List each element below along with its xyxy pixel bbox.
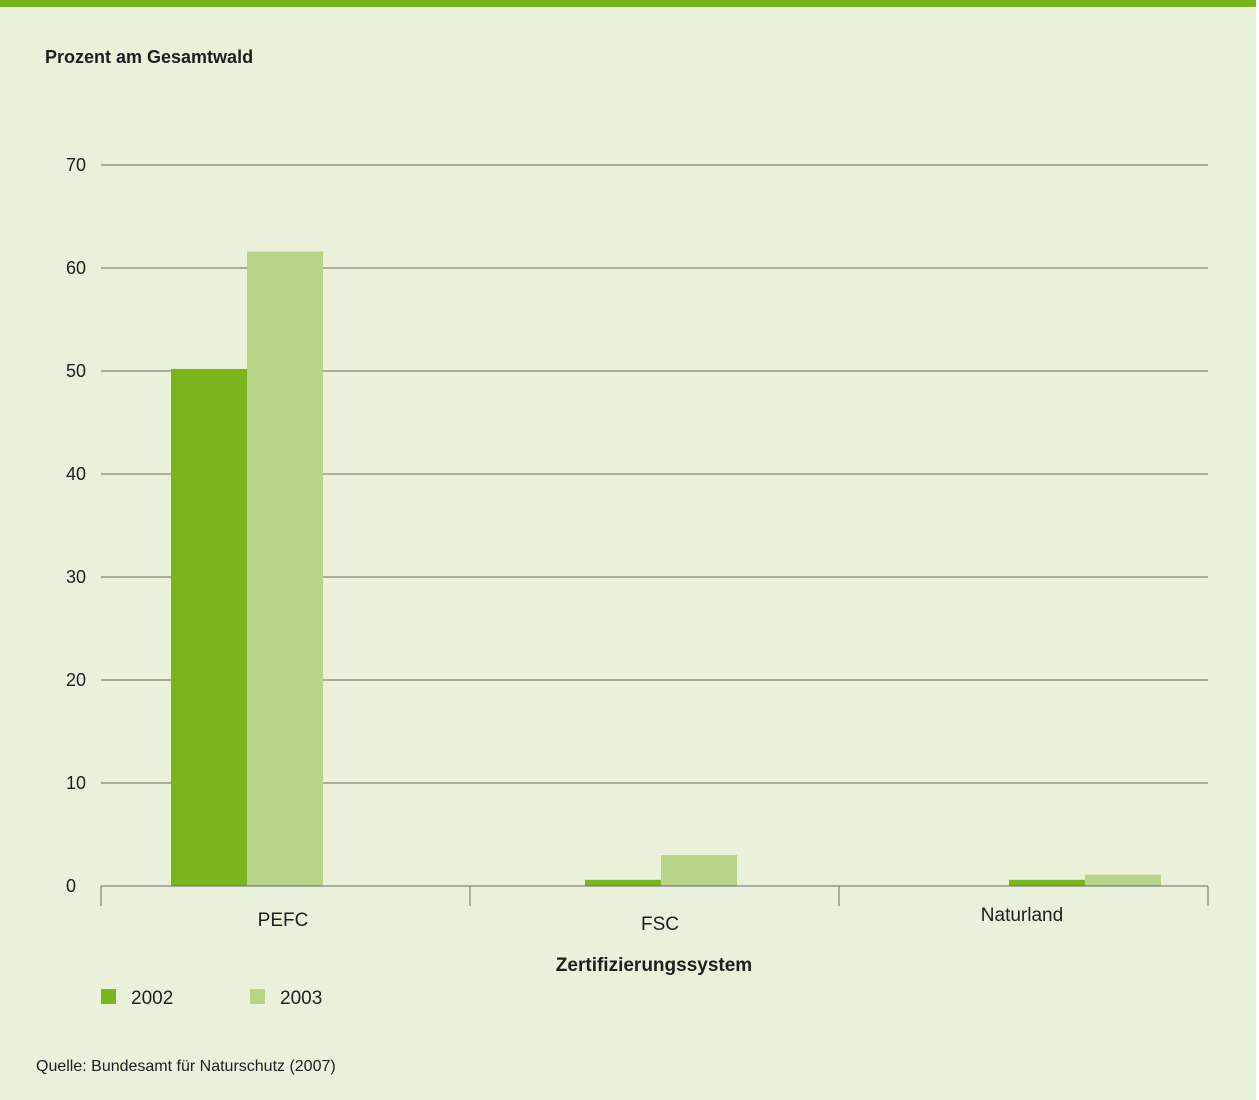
top-accent-band [0, 0, 1256, 7]
bar-2002-pefc [171, 368, 247, 886]
bar-2002-naturland [1009, 879, 1085, 886]
x-axis [100, 885, 1209, 906]
legend: 2002 2003 [101, 988, 322, 1009]
legend-swatch-2002 [101, 989, 116, 1004]
legend-label-2003: 2003 [280, 988, 322, 1009]
bar-2003-fsc [661, 855, 737, 886]
y-tick-label: 20 [66, 670, 86, 690]
legend-swatch-2003 [250, 989, 265, 1004]
bar-2002-fsc [585, 879, 661, 886]
bar-2003-pefc [247, 251, 323, 886]
y-tick-label: 50 [66, 361, 86, 381]
source-note: Quelle: Bundesamt für Naturschutz (2007) [36, 1058, 336, 1075]
y-axis-title: Prozent am Gesamtwald [45, 47, 254, 67]
y-tick-label: 40 [66, 464, 86, 484]
x-axis-title: Zertifizierungssystem [556, 955, 752, 976]
axis-labels: 0 10 20 30 40 50 60 70 PEFC FSC Naturland Zertifizi… [66, 155, 1063, 976]
bars [171, 251, 1161, 886]
bar-2003-naturland [1085, 874, 1161, 886]
y-tick-label: 30 [66, 567, 86, 587]
y-tick-label: 10 [66, 773, 86, 793]
bar-chart: 0 10 20 30 40 50 60 70 PEFC FSC Naturland Zertifizi… [66, 155, 1209, 1009]
legend-label-2002: 2002 [131, 988, 173, 1009]
y-tick-label: 0 [66, 876, 76, 896]
x-tick-label: FSC [641, 914, 679, 935]
x-tick-label: Naturland [981, 905, 1063, 926]
y-tick-label: 70 [66, 155, 86, 175]
y-tick-label: 60 [66, 258, 86, 278]
x-tick-label: PEFC [258, 910, 309, 931]
